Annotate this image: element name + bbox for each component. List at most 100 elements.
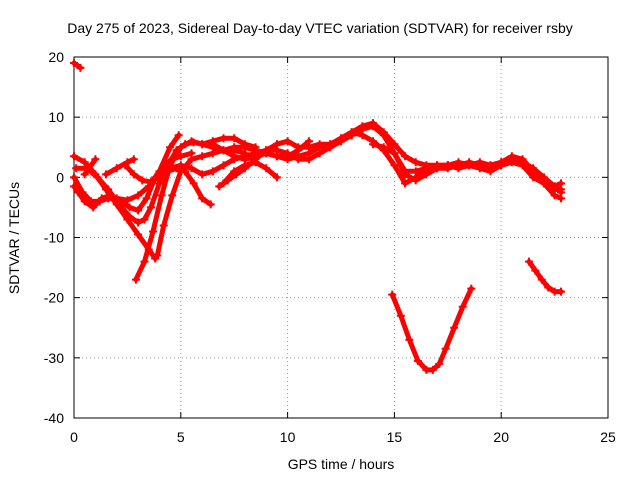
data-point (104, 185, 113, 194)
data-point (475, 158, 484, 167)
data-point (142, 194, 151, 203)
data-point (76, 63, 85, 72)
data-point (465, 161, 474, 170)
data-point (262, 164, 271, 173)
data-point (405, 335, 414, 344)
y-tick-label: 20 (48, 49, 64, 65)
chart-title: Day 275 of 2023, Sidereal Day-to-day VTE… (67, 20, 573, 36)
data-point (155, 176, 164, 185)
data-point (401, 179, 410, 188)
data-point (441, 344, 450, 353)
x-tick-label: 5 (177, 429, 185, 445)
data-point (189, 179, 198, 188)
data-point (467, 284, 476, 293)
y-tick-label: -30 (44, 350, 64, 366)
series-arc-16 (347, 119, 566, 194)
data-point (198, 194, 207, 203)
data-point (219, 179, 228, 188)
data-point (131, 275, 140, 284)
data-point (294, 152, 303, 161)
data-point (390, 140, 399, 149)
data-point (337, 134, 345, 143)
data-point (240, 155, 249, 164)
y-tick-label: 10 (48, 109, 64, 125)
data-point (215, 182, 224, 191)
data-point (388, 290, 397, 299)
data-point (411, 167, 420, 176)
data-point (422, 164, 431, 173)
data-point (219, 161, 228, 170)
data-point (206, 200, 215, 209)
data-point (401, 167, 410, 176)
x-tick-label: 15 (387, 429, 403, 445)
series-line (274, 129, 564, 201)
data-point (208, 140, 217, 149)
data-point (486, 161, 495, 170)
x-axis-label: GPS time / hours (287, 456, 395, 472)
data-point (80, 170, 89, 179)
data-point (74, 188, 83, 197)
data-point (138, 176, 147, 185)
y-axis-label: SDTVAR / TECUs (6, 181, 22, 295)
data-point (390, 161, 399, 170)
data-point (272, 152, 281, 161)
data-point (435, 359, 444, 368)
y-tick-label: 0 (56, 169, 64, 185)
data-point (70, 152, 78, 161)
data-point (529, 167, 538, 176)
data-point (70, 182, 78, 191)
data-point (524, 257, 533, 266)
data-point (557, 194, 566, 203)
data-point (347, 128, 356, 137)
data-point (230, 167, 239, 176)
data-point (134, 191, 143, 200)
data-point (537, 275, 546, 284)
data-point (121, 161, 130, 170)
data-point (114, 200, 123, 209)
series-line (221, 159, 280, 186)
x-tick-label: 20 (493, 429, 509, 445)
data-point (125, 203, 134, 212)
data-point (272, 140, 281, 149)
data-point (557, 287, 566, 296)
data-point (240, 143, 249, 152)
data-point (230, 152, 239, 161)
data-point (146, 178, 155, 187)
grid-lines (74, 57, 608, 418)
data-point (428, 365, 437, 374)
series-group (70, 59, 566, 374)
data-point (80, 197, 89, 206)
data-point (134, 206, 143, 215)
data-point (129, 155, 138, 164)
series-line (82, 156, 98, 177)
series-arc-18 (388, 284, 476, 374)
data-point (379, 143, 388, 152)
data-point (497, 158, 506, 167)
data-point (294, 143, 303, 152)
data-point (219, 134, 228, 143)
data-point (433, 161, 442, 170)
data-point (304, 149, 313, 158)
data-point (443, 161, 452, 170)
data-point (112, 164, 121, 173)
data-point (544, 283, 553, 292)
data-point (176, 161, 185, 170)
data-point (146, 203, 155, 212)
data-point (450, 323, 459, 332)
data-point (219, 146, 228, 155)
data-point (91, 155, 100, 164)
data-point (176, 143, 185, 152)
data-point (518, 158, 527, 167)
data-point (458, 302, 467, 311)
data-point (198, 140, 207, 149)
data-point (326, 140, 335, 149)
data-point (507, 155, 516, 164)
data-point (198, 170, 207, 179)
data-point (531, 266, 540, 275)
data-point (315, 143, 324, 152)
data-point (102, 170, 111, 179)
data-point (153, 251, 162, 260)
y-tick-label: -20 (44, 290, 64, 306)
data-point (283, 137, 292, 146)
data-point (72, 164, 81, 173)
